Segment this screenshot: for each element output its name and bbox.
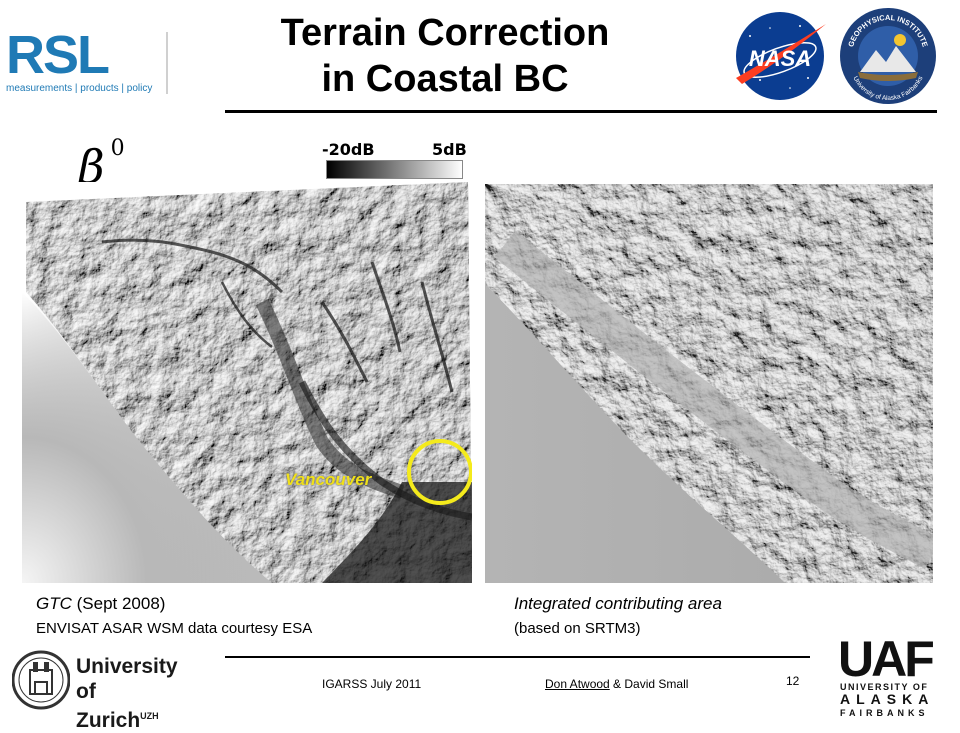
uaf-logo-line-3: FAIRBANKS [840, 708, 929, 718]
footer-rule [225, 656, 810, 658]
university-of-zurich-logo: University of ZurichUZH [12, 648, 202, 732]
vancouver-label: Vancouver [285, 470, 372, 489]
rsl-logo-letters: RSL [6, 25, 110, 85]
rsl-logo: RSL measurements | products | policy [6, 28, 166, 96]
title-line-2: in Coastal BC [321, 58, 569, 100]
uzh-line-2: Zurich [76, 709, 141, 732]
nasa-logo: NASA [736, 12, 826, 100]
vancouver-circle [407, 439, 472, 505]
footer-authors: Don Atwood & David Small [545, 677, 688, 691]
left-caption: GTC (Sept 2008) [36, 594, 165, 614]
page-number: 12 [786, 674, 800, 688]
footer-author-rest: & David Small [609, 677, 689, 691]
footer-conference: IGARSS July 2011 [322, 677, 422, 691]
right-caption-source: (based on SRTM3) [514, 620, 641, 637]
rsl-logo-tagline: measurements | products | policy [6, 83, 153, 94]
right-caption: Integrated contributing area [514, 594, 722, 613]
footer-author-link[interactable]: Don Atwood [545, 677, 610, 691]
slide-title: Terrain Correction in Coastal BC [230, 10, 660, 102]
uzh-seal-icon [12, 650, 70, 710]
nasa-logo-text: NASA [749, 46, 811, 71]
logo-divider [166, 32, 168, 94]
colorbar-max-label: 5dB [432, 140, 467, 159]
header-rule [225, 110, 937, 113]
uaf-logo: UAF UNIVERSITY OF ALASKA FAIRBANKS [838, 632, 936, 718]
uzh-suffix: UZH [140, 711, 159, 721]
uaf-logo-letters: UAF [838, 632, 933, 687]
uaf-logo-line-1: UNIVERSITY OF [840, 682, 928, 692]
contributing-area-image [485, 184, 933, 583]
uzh-line-1: University of [76, 655, 178, 703]
title-line-1: Terrain Correction [280, 12, 610, 54]
left-caption-date: (Sept 2008) [71, 594, 166, 613]
colorbar [326, 160, 463, 179]
colorbar-min-label: -20dB [322, 140, 375, 159]
left-caption-credit: ENVISAT ASAR WSM data courtesy ESA [36, 620, 313, 637]
geophysical-institute-logo: GEOPHYSICAL INSTITUTE University of Alas… [840, 8, 936, 104]
gtc-sar-image [22, 182, 472, 583]
left-caption-gtc: GTC [36, 594, 72, 613]
uaf-logo-line-2: ALASKA [840, 691, 934, 707]
beta-superscript: 0 [110, 136, 125, 161]
